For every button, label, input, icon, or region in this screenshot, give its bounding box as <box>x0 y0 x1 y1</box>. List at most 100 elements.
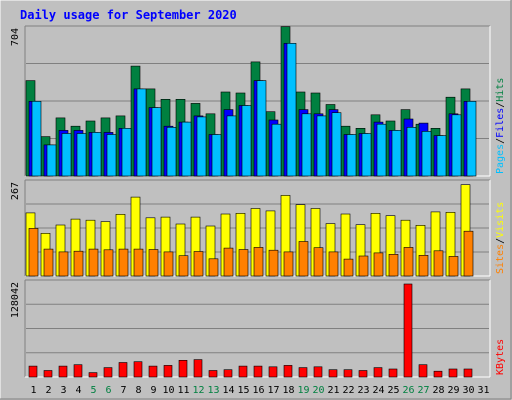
pages-bar <box>436 135 447 177</box>
x-tick-label: 4 <box>75 385 81 396</box>
sites-bar <box>433 250 444 277</box>
legend-entry: / <box>495 238 506 244</box>
pages-bar <box>451 114 462 177</box>
kbytes-bar <box>73 364 83 378</box>
sites-bar <box>448 256 459 277</box>
y-max-label: 267 <box>10 182 21 200</box>
x-tick-label: 2 <box>45 385 51 396</box>
sites-bar <box>298 241 309 277</box>
legend-entry: / <box>495 102 506 108</box>
pages-bar <box>196 116 207 177</box>
legend: Sites/Visits <box>495 202 506 274</box>
sites-bar <box>328 251 339 277</box>
pages-bar <box>106 134 117 177</box>
kbytes-bar <box>163 365 173 378</box>
sites-bar <box>283 251 294 277</box>
x-tick-label: 26 <box>402 385 414 396</box>
sites-bar <box>28 228 39 277</box>
kbytes-bar <box>178 359 188 378</box>
x-tick-label: 7 <box>120 385 126 396</box>
sites-bar <box>178 255 189 277</box>
legend-entry: Files <box>495 108 506 138</box>
sites-bar <box>238 249 249 277</box>
x-tick-label: 8 <box>135 385 141 396</box>
sites-bar <box>343 258 354 277</box>
kbytes-bar <box>448 368 458 378</box>
kbytes-bar <box>388 368 398 378</box>
pages-bar <box>376 123 387 177</box>
pages-bar <box>346 134 357 177</box>
kbytes-bar <box>418 364 428 378</box>
kbytes-bar <box>43 370 53 378</box>
x-tick-label: 16 <box>252 385 264 396</box>
x-tick-label: 24 <box>372 385 384 396</box>
legend: KBytes <box>495 339 506 375</box>
sites-bar <box>463 230 474 277</box>
sites-bar <box>388 254 399 277</box>
kbytes-bar <box>118 362 128 378</box>
kbytes-bar <box>223 369 233 378</box>
pages-bar <box>166 127 177 177</box>
kbytes-bar <box>268 366 278 378</box>
x-tick-label: 18 <box>282 385 294 396</box>
sites-bar <box>208 258 219 277</box>
kbytes-bar <box>313 366 323 378</box>
sites-bar <box>133 248 144 277</box>
pages-bar <box>226 115 237 177</box>
kbytes-bar <box>358 370 368 378</box>
sites-bar <box>253 247 264 277</box>
kbytes-bar <box>328 369 338 378</box>
kbytes-bar <box>193 359 203 378</box>
kbytes-bar <box>253 365 263 378</box>
kbytes-bar <box>433 370 443 378</box>
kbytes-bar <box>133 361 143 378</box>
x-tick-label: 6 <box>105 385 111 396</box>
sites-bar <box>118 248 129 277</box>
sites-bar <box>373 252 384 277</box>
kbytes-bar <box>403 283 413 378</box>
pages-bar <box>181 121 192 177</box>
legend: Pages/Files/Hits <box>495 78 506 174</box>
kbytes-bar <box>58 365 68 378</box>
x-tick-label: 1 <box>30 385 36 396</box>
pages-bar <box>91 132 102 177</box>
sites-bar <box>193 251 204 277</box>
x-tick-label: 29 <box>447 385 459 396</box>
sites-bar <box>43 248 54 277</box>
x-tick-label: 3 <box>60 385 66 396</box>
x-tick-label: 25 <box>387 385 399 396</box>
pages-bar <box>31 101 42 177</box>
kbytes-bar <box>343 369 353 378</box>
pages-bar <box>301 113 312 177</box>
x-tick-label: 31 <box>477 385 489 396</box>
kbytes-bar <box>373 367 383 378</box>
x-tick-label: 20 <box>312 385 324 396</box>
pages-bar <box>151 107 162 177</box>
pages-bar <box>76 133 87 177</box>
x-tick-label: 5 <box>90 385 96 396</box>
pages-bar <box>316 115 327 177</box>
x-tick-label: 17 <box>267 385 279 396</box>
legend-entry: Pages <box>495 144 506 174</box>
x-tick-label: 23 <box>357 385 369 396</box>
kbytes-bar <box>103 367 113 378</box>
visits-sites-panel: 267 Sites/Visits <box>10 179 506 277</box>
sites-bar <box>358 255 369 277</box>
pages-bar <box>121 128 132 177</box>
x-tick-label: 22 <box>342 385 354 396</box>
y-max-label: 128042 <box>10 282 21 318</box>
pages-bar <box>421 131 432 177</box>
sites-bar <box>418 255 429 277</box>
chart-title: Daily usage for September 2020 <box>20 8 237 22</box>
legend-entry: Hits <box>495 78 506 102</box>
x-tick-label: 28 <box>432 385 444 396</box>
kbytes-bar <box>463 368 473 378</box>
legend-entry: / <box>495 138 506 144</box>
sites-bar <box>103 249 114 277</box>
pages-bar <box>271 123 282 177</box>
kbytes-bar <box>298 367 308 378</box>
sites-bar <box>403 247 414 277</box>
pages-bar <box>391 130 402 177</box>
sites-bar <box>88 248 99 277</box>
